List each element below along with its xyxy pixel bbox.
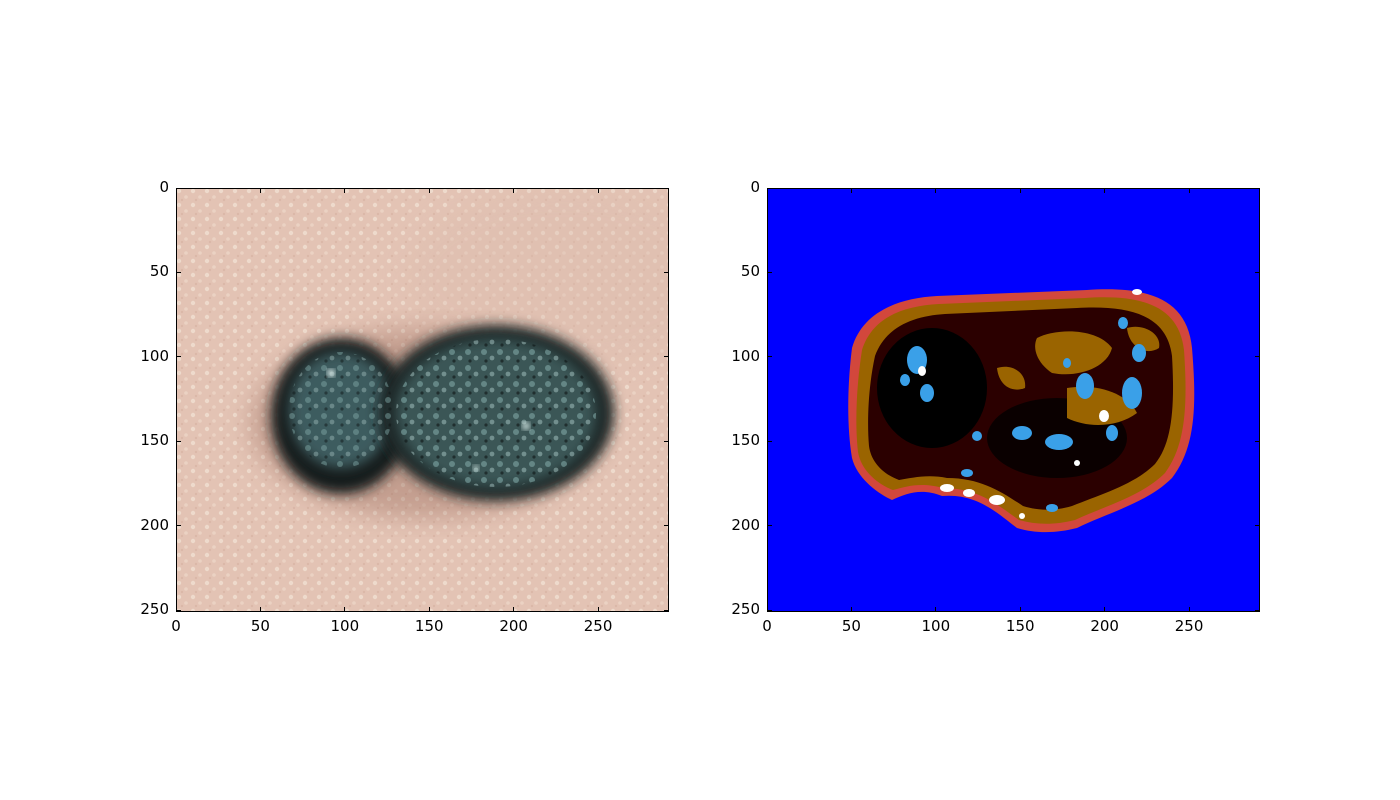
y-tick-left xyxy=(176,356,181,358)
x-tick-label: 150 xyxy=(1005,617,1035,635)
y-tick-right xyxy=(664,356,669,358)
x-tick-top xyxy=(259,188,261,193)
x-tick-bottom xyxy=(1019,607,1021,612)
y-tick-label: 250 xyxy=(731,600,760,619)
segmentation-map xyxy=(767,188,1260,612)
y-tick-left xyxy=(767,609,772,611)
x-tick-bottom xyxy=(766,607,768,612)
x-tick-top xyxy=(1188,188,1190,193)
x-tick-top xyxy=(1019,188,1021,193)
y-tick-right xyxy=(1255,440,1260,442)
y-tick-label: 200 xyxy=(731,515,760,534)
y-tick-label: 0 xyxy=(159,178,169,196)
x-tick-label: 0 xyxy=(171,617,181,635)
y-tick-right xyxy=(1255,356,1260,358)
x-tick-top xyxy=(850,188,852,193)
x-tick-label: 50 xyxy=(250,617,270,635)
dermoscopy-image xyxy=(176,188,669,612)
x-tick-top xyxy=(1104,188,1106,193)
x-tick-bottom xyxy=(175,607,177,612)
x-tick-label: 150 xyxy=(414,617,444,635)
x-tick-bottom xyxy=(1188,607,1190,612)
x-tick-bottom xyxy=(1104,607,1106,612)
y-tick-label: 100 xyxy=(731,346,760,365)
y-tick-right xyxy=(664,440,669,442)
y-tick-left xyxy=(176,609,181,611)
x-tick-top xyxy=(597,188,599,193)
x-tick-label: 50 xyxy=(841,617,861,635)
y-tick-left xyxy=(176,525,181,527)
x-tick-label: 200 xyxy=(1090,617,1119,635)
y-tick-right xyxy=(1255,609,1260,611)
x-tick-bottom xyxy=(513,607,515,612)
y-tick-label: 200 xyxy=(140,515,169,534)
y-tick-right xyxy=(1255,525,1260,527)
y-tick-right xyxy=(664,271,669,273)
x-tick-bottom xyxy=(850,607,852,612)
x-tick-label: 100 xyxy=(330,617,360,635)
x-tick-label: 250 xyxy=(583,617,613,635)
x-tick-bottom xyxy=(597,607,599,612)
y-tick-right xyxy=(1255,271,1260,273)
y-tick-left xyxy=(767,187,772,189)
y-tick-right xyxy=(1255,187,1260,189)
y-tick-left xyxy=(767,271,772,273)
y-tick-left xyxy=(176,271,181,273)
y-tick-left xyxy=(767,525,772,527)
y-tick-right xyxy=(664,187,669,189)
y-tick-label: 150 xyxy=(140,431,169,450)
x-tick-bottom xyxy=(344,607,346,612)
x-tick-label: 200 xyxy=(499,617,528,635)
x-tick-top xyxy=(766,188,768,193)
y-tick-label: 250 xyxy=(140,600,169,619)
x-tick-top xyxy=(428,188,430,193)
y-tick-right xyxy=(664,609,669,611)
x-tick-bottom xyxy=(935,607,937,612)
segmented-image-panel: 0 50 100 150 200 250 0 50 100 150 200 250 xyxy=(731,180,1260,634)
original-image-panel: 0 50 100 150 200 250 0 50 100 150 200 250 xyxy=(140,180,669,634)
x-tick-top xyxy=(175,188,177,193)
y-tick-label: 0 xyxy=(750,178,760,196)
y-tick-left xyxy=(767,440,772,442)
y-tick-left xyxy=(176,440,181,442)
x-tick-label: 100 xyxy=(921,617,951,635)
x-tick-bottom xyxy=(259,607,261,612)
y-tick-label: 50 xyxy=(740,262,760,281)
x-tick-label: 0 xyxy=(762,617,772,635)
y-tick-left xyxy=(767,356,772,358)
y-tick-left xyxy=(176,187,181,189)
x-tick-top xyxy=(344,188,346,193)
y-tick-label: 50 xyxy=(149,262,169,281)
x-tick-bottom xyxy=(428,607,430,612)
x-tick-top xyxy=(513,188,515,193)
y-tick-label: 150 xyxy=(731,431,760,450)
x-tick-top xyxy=(935,188,937,193)
y-tick-right xyxy=(664,525,669,527)
x-tick-label: 250 xyxy=(1174,617,1204,635)
segmentation-white xyxy=(918,289,1142,519)
y-tick-label: 100 xyxy=(140,346,169,365)
